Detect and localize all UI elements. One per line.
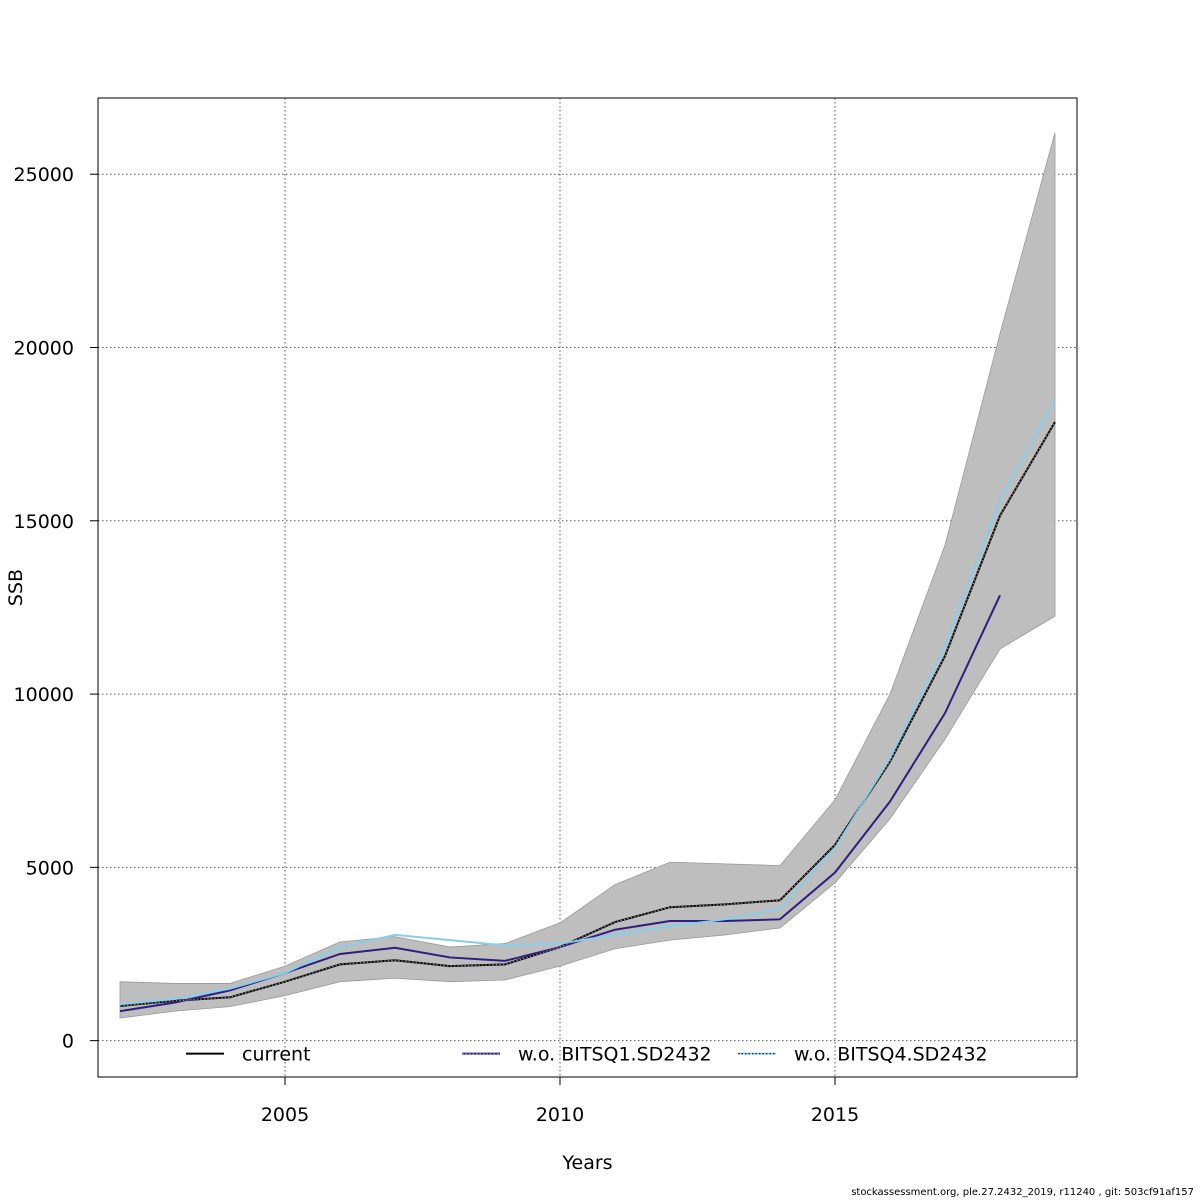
legend-label: w.o. BITSQ4.SD2432 (794, 1044, 988, 1066)
y-tick-label: 25000 (14, 164, 74, 186)
y-tick-label: 0 (62, 1031, 74, 1053)
legend: current w.o. BITSQ1.SD2432 w.o. BITSQ4.SD2… (186, 1044, 988, 1066)
legend-label: w.o. BITSQ1.SD2432 (518, 1044, 712, 1066)
x-axis-title: Years (561, 1152, 612, 1174)
legend-item-current: current (186, 1044, 311, 1066)
axis-ticks: 2005 2010 2015 0 5000 10000 15000 20000 25000 (14, 164, 860, 1126)
series-line-current-dotted (119, 421, 1056, 1007)
legend-item-bitsq1: w.o. BITSQ1.SD2432 (462, 1044, 712, 1066)
y-tick-label: 10000 (14, 684, 74, 706)
grid-lines (98, 98, 1077, 1077)
series-line-bitsq4 (119, 399, 1056, 1006)
x-tick-label: 2015 (811, 1104, 859, 1126)
y-tick-label: 15000 (14, 511, 74, 533)
x-tick-label: 2010 (536, 1104, 584, 1126)
y-tick-label: 5000 (26, 857, 74, 879)
y-tick-label: 20000 (14, 338, 74, 360)
footer-source-text: stockassessment.org, ple.27.2432_2019, r… (851, 1187, 1194, 1198)
y-axis-title: SSB (5, 569, 27, 606)
confidence-band (119, 132, 1056, 1019)
x-tick-label: 2005 (261, 1104, 309, 1126)
series-lines (119, 399, 1056, 1013)
plot-frame (97, 97, 1078, 1078)
legend-item-bitsq4: w.o. BITSQ4.SD2432 (738, 1044, 988, 1066)
legend-label: current (242, 1044, 311, 1066)
